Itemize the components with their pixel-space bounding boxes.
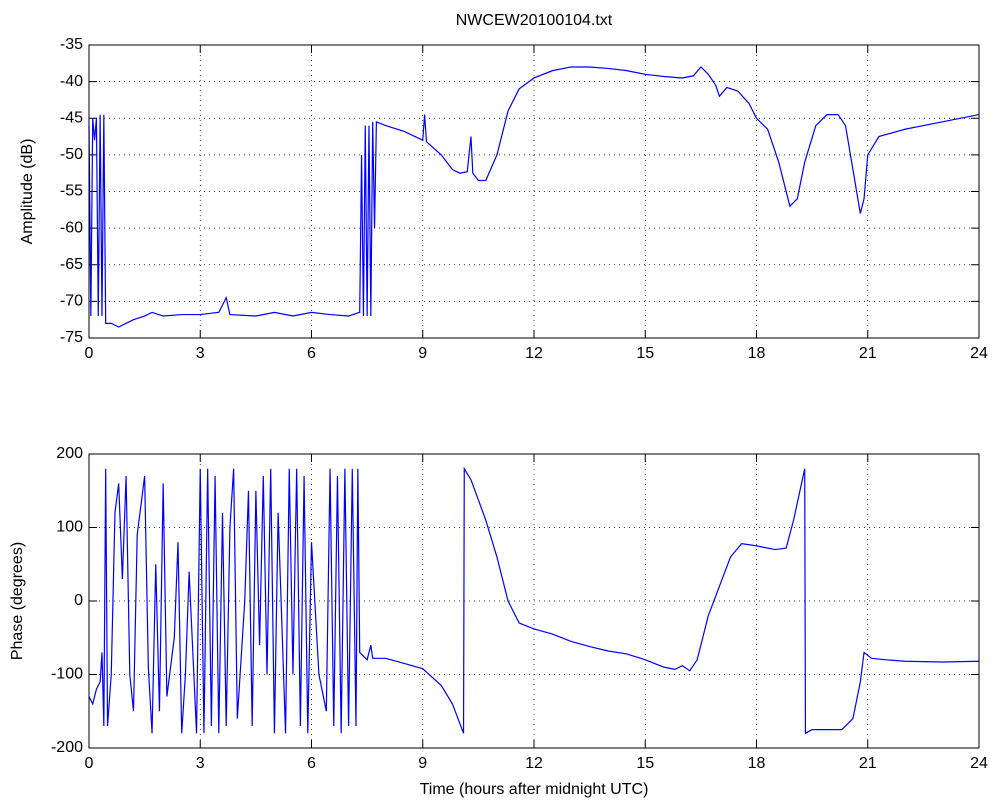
chart-title: NWCEW20100104.txt <box>456 12 613 29</box>
y-tick-label: -75 <box>60 329 83 346</box>
x-tick-label: 18 <box>748 345 766 362</box>
x-tick-label: 24 <box>970 755 988 772</box>
x-tick-label: 6 <box>307 345 316 362</box>
x-tick-label: 21 <box>859 755 877 772</box>
y-tick-label: -35 <box>60 36 83 53</box>
x-tick-label: 15 <box>636 755 654 772</box>
y-tick-label: -200 <box>51 739 83 756</box>
x-tick-label: 15 <box>636 345 654 362</box>
x-tick-label: 9 <box>418 755 427 772</box>
data-line <box>88 466 980 735</box>
plot-frame <box>88 44 980 339</box>
x-tick-label: 18 <box>748 755 766 772</box>
x-axis-label: Time (hours after midnight UTC) <box>420 781 649 798</box>
y-tick-label: -65 <box>60 256 83 273</box>
plot-frame <box>88 453 980 749</box>
x-tick-label: 24 <box>970 345 988 362</box>
x-tick-label: 3 <box>196 345 205 362</box>
y-tick-label: -55 <box>60 183 83 200</box>
x-tick-label: 6 <box>307 755 316 772</box>
x-tick-label: 0 <box>85 345 94 362</box>
y-tick-label: -50 <box>60 146 83 163</box>
y-axis-label: Amplitude (dB) <box>19 139 36 245</box>
y-tick-label: -45 <box>60 109 83 126</box>
y-tick-label: -40 <box>60 73 83 90</box>
x-tick-label: 0 <box>85 755 94 772</box>
y-tick-label: -100 <box>51 666 83 683</box>
y-tick-label: -60 <box>60 219 83 236</box>
x-tick-label: 3 <box>196 755 205 772</box>
x-tick-label: 21 <box>859 345 877 362</box>
y-tick-label: 0 <box>74 592 83 609</box>
x-tick-label: 12 <box>525 755 543 772</box>
y-tick-label: 100 <box>56 519 83 536</box>
y-tick-label: 200 <box>56 445 83 462</box>
y-tick-label: -70 <box>60 293 83 310</box>
y-axis-label: Phase (degrees) <box>9 542 26 660</box>
data-line <box>88 66 980 328</box>
x-tick-label: 9 <box>418 345 427 362</box>
x-tick-label: 12 <box>525 345 543 362</box>
